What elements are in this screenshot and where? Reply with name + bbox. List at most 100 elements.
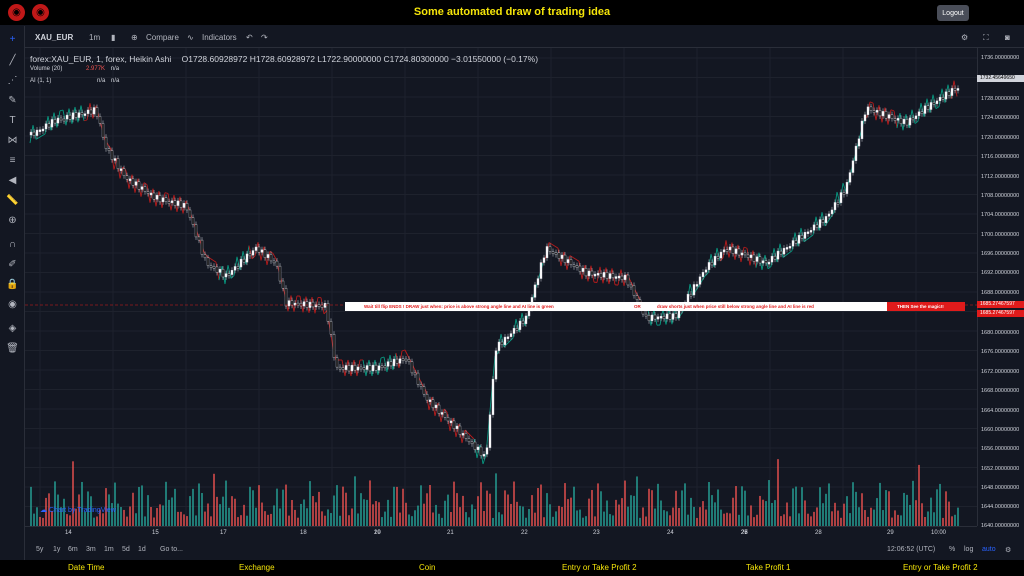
trash-icon[interactable]: 🗑 bbox=[6, 343, 19, 354]
compare-icon[interactable]: ⊕ bbox=[131, 33, 138, 42]
candle bbox=[77, 112, 81, 118]
volume-bar bbox=[630, 495, 632, 526]
candle bbox=[182, 203, 186, 208]
volume-bar bbox=[870, 507, 872, 526]
auto-toggle[interactable]: auto bbox=[982, 546, 996, 553]
symbol-search[interactable]: XAU_EUR bbox=[35, 33, 74, 42]
volume-bar bbox=[792, 488, 794, 526]
volume-bar bbox=[612, 515, 614, 526]
candle bbox=[707, 262, 711, 270]
goto-button[interactable]: Go to... bbox=[160, 546, 183, 553]
candle bbox=[734, 248, 738, 254]
eye-icon[interactable]: ◉ bbox=[8, 299, 17, 310]
chart-settings-icon[interactable]: ⚙ bbox=[1005, 547, 1012, 554]
candle bbox=[314, 304, 318, 308]
range-3m[interactable]: 3m bbox=[86, 546, 96, 553]
compare-button[interactable]: Compare bbox=[146, 33, 179, 42]
candle bbox=[164, 197, 168, 202]
fib-icon[interactable]: ⋰ bbox=[7, 75, 18, 86]
volume-bar bbox=[177, 511, 179, 526]
text-icon[interactable]: T bbox=[9, 115, 16, 126]
prediction-icon[interactable]: ≡ bbox=[9, 155, 16, 166]
volume-bar bbox=[105, 488, 107, 526]
price-chart[interactable] bbox=[25, 48, 977, 526]
volume-bar bbox=[462, 495, 464, 526]
range-1d[interactable]: 1d bbox=[138, 546, 146, 553]
candle bbox=[935, 100, 939, 104]
logout-button[interactable]: Logout bbox=[937, 5, 969, 21]
volume-bar bbox=[606, 500, 608, 526]
redo-icon[interactable]: ↷ bbox=[261, 33, 268, 42]
price-axis[interactable]: 1736.00000000 1728.00000000 1724.00000000 1… bbox=[977, 48, 1024, 529]
ai-line-segment bbox=[38, 135, 43, 138]
volume-bar bbox=[501, 514, 503, 526]
price-label: 1676.00000000 bbox=[981, 349, 1020, 355]
brush-icon[interactable]: ✎ bbox=[8, 95, 17, 106]
time-label: 26 bbox=[741, 530, 748, 536]
settings-icon[interactable]: ⚙ bbox=[961, 33, 969, 42]
candle bbox=[236, 266, 240, 269]
volume-bar bbox=[825, 493, 827, 526]
volume-bar bbox=[390, 516, 392, 526]
main-series-label[interactable]: forex:XAU_EUR, 1, forex, Heikin Ashi bbox=[30, 54, 172, 64]
candle bbox=[518, 320, 522, 330]
crosshair-icon[interactable]: + bbox=[9, 34, 16, 45]
candle bbox=[278, 265, 282, 282]
ai-indicator-label[interactable]: AI (1, 1) bbox=[30, 78, 52, 84]
volume-bar bbox=[798, 513, 800, 526]
draw-mode-icon[interactable]: ✐ bbox=[8, 259, 17, 270]
candle bbox=[614, 276, 618, 279]
range-1y[interactable]: 1y bbox=[53, 546, 61, 553]
range-6m[interactable]: 6m bbox=[68, 546, 78, 553]
lock-icon[interactable]: 🔒 bbox=[6, 279, 19, 290]
pattern-icon[interactable]: ⋈ bbox=[7, 135, 18, 146]
time-axis[interactable]: 14 15 17 18 19 20 21 22 23 24 25 26 27 28 29 10:00 bbox=[25, 526, 977, 542]
volume-bar bbox=[702, 501, 704, 526]
ruler-icon[interactable]: 📏 bbox=[6, 195, 19, 206]
layers-icon[interactable]: ◈ bbox=[8, 323, 17, 334]
volume-bar bbox=[342, 486, 344, 526]
volume-bar bbox=[348, 515, 350, 526]
candle bbox=[749, 254, 753, 258]
interval-button[interactable]: 1m bbox=[89, 33, 101, 42]
volume-bar bbox=[861, 493, 863, 526]
percent-toggle[interactable]: % bbox=[949, 546, 956, 553]
clock[interactable]: 12:06:52 (UTC) bbox=[887, 546, 936, 553]
candle-type-icon[interactable]: ▮ bbox=[111, 33, 116, 42]
ai-line-segment bbox=[800, 227, 805, 242]
back-arrow-icon[interactable]: ◀ bbox=[8, 175, 17, 186]
candle bbox=[377, 365, 381, 371]
candle bbox=[611, 273, 615, 279]
volume-bar bbox=[123, 509, 125, 526]
volume-bar bbox=[414, 510, 416, 526]
range-5y[interactable]: 5y bbox=[36, 546, 44, 553]
volume-bar bbox=[924, 517, 926, 526]
range-5d[interactable]: 5d bbox=[122, 546, 130, 553]
candle bbox=[458, 425, 462, 435]
log-toggle[interactable]: log bbox=[964, 546, 974, 553]
candle bbox=[35, 129, 39, 136]
candle bbox=[578, 265, 582, 272]
indicators-icon[interactable]: ∿ bbox=[187, 33, 194, 42]
volume-bar bbox=[525, 517, 527, 526]
volume-bar bbox=[912, 480, 914, 526]
volume-bar bbox=[456, 493, 458, 526]
candle bbox=[692, 284, 696, 296]
candle bbox=[380, 365, 384, 369]
magnet-icon[interactable]: ∩ bbox=[8, 239, 17, 250]
range-1m[interactable]: 1m bbox=[104, 546, 114, 553]
banner-or: OR bbox=[634, 304, 641, 309]
zoom-icon[interactable]: ⊕ bbox=[8, 215, 17, 226]
volume-bar bbox=[828, 483, 830, 526]
volume-label[interactable]: Volume (20) bbox=[30, 66, 63, 72]
trend-line-icon[interactable]: ╱ bbox=[9, 55, 16, 66]
indicators-button[interactable]: Indicators bbox=[202, 33, 237, 42]
undo-icon[interactable]: ↶ bbox=[246, 33, 253, 42]
fullscreen-icon[interactable]: ⛶ bbox=[983, 33, 989, 42]
camera-icon[interactable]: ◙ bbox=[1005, 33, 1010, 42]
candle bbox=[299, 302, 303, 307]
candle bbox=[113, 158, 117, 161]
candle bbox=[248, 253, 252, 257]
volume-bar bbox=[543, 517, 545, 526]
volume-bar bbox=[492, 517, 494, 526]
